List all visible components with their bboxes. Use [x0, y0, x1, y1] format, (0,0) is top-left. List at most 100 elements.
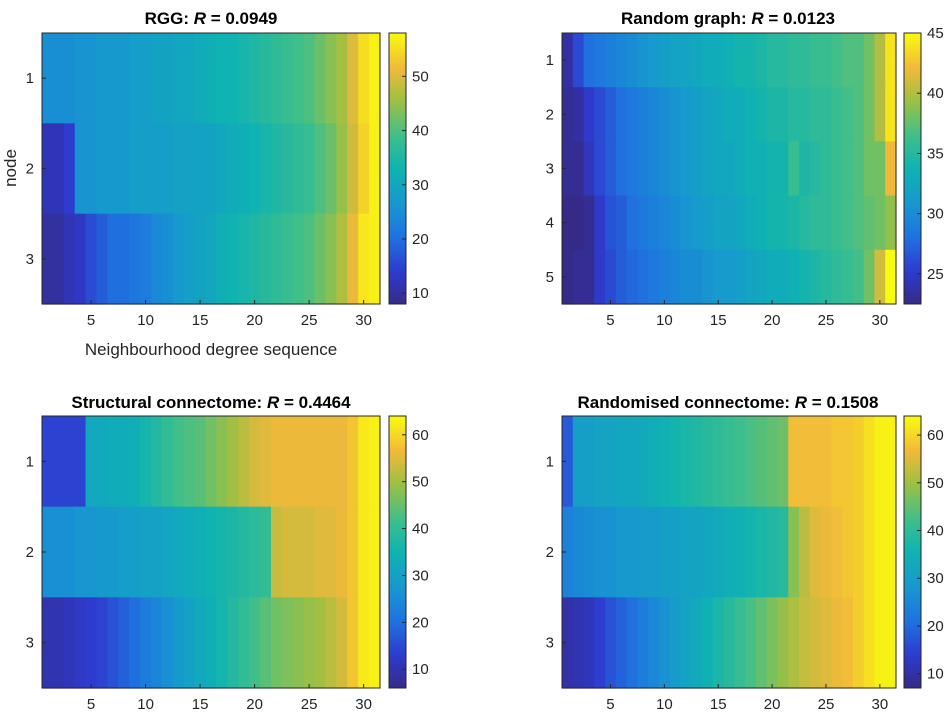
- heatmap-cell: [842, 33, 854, 88]
- heatmap-cell: [755, 249, 768, 305]
- heatmap-cell: [358, 213, 370, 305]
- heatmap-cell: [669, 597, 682, 689]
- heatmap-cells: [562, 33, 897, 305]
- heatmap-cell: [52, 123, 65, 215]
- heatmap-cell: [863, 195, 876, 251]
- heatmap-cell: [648, 597, 660, 689]
- heatmap-cell: [270, 506, 283, 598]
- x-tick-label: 15: [710, 312, 727, 329]
- heatmap-cell: [227, 506, 239, 598]
- heatmap-cell: [260, 416, 272, 508]
- heatmap-cell: [637, 506, 649, 598]
- heatmap-cell: [809, 249, 822, 305]
- heatmap-cell: [562, 141, 574, 197]
- heatmap-cell: [691, 249, 703, 305]
- heatmap-cell: [562, 506, 574, 598]
- heatmap-cell: [820, 195, 832, 251]
- heatmap-cell: [766, 195, 779, 251]
- heatmap-cell: [863, 33, 876, 88]
- heatmap-cell: [605, 141, 617, 197]
- heatmap-cell: [605, 597, 617, 689]
- heatmap-cell: [249, 33, 261, 124]
- heatmap-cell: [885, 506, 897, 598]
- heatmap-cell: [863, 597, 876, 689]
- heatmap-cell: [745, 597, 757, 689]
- heatmap-cell: [755, 416, 768, 508]
- heatmap-cell: [85, 506, 98, 598]
- heatmap-cell: [831, 597, 843, 689]
- heatmap-cell: [347, 213, 359, 305]
- heatmap-cell: [723, 597, 735, 689]
- heatmap-cell: [648, 249, 660, 305]
- heatmap-cell: [216, 597, 228, 689]
- heatmap-cell: [852, 506, 865, 598]
- heatmap-cell: [809, 87, 822, 142]
- heatmap-cell: [572, 33, 585, 88]
- heatmap-cell: [648, 416, 660, 508]
- heatmap-cell: [885, 141, 897, 197]
- heatmap-cell: [314, 597, 327, 689]
- heatmap-cell: [161, 506, 174, 598]
- heatmap-cell: [270, 33, 283, 124]
- heatmap-cell: [227, 597, 239, 689]
- heatmap-cell: [637, 416, 649, 508]
- heatmap-cell: [680, 195, 692, 251]
- x-tick-label: 25: [301, 696, 318, 713]
- heatmap-cell: [140, 506, 152, 598]
- heatmap-cell: [172, 597, 185, 689]
- heatmap-cell: [831, 195, 843, 251]
- x-tick-label: 5: [606, 696, 614, 713]
- heatmap-cell: [637, 87, 649, 142]
- heatmap-cell: [216, 416, 228, 508]
- heatmap-cell: [172, 123, 185, 215]
- heatmap-cell: [605, 195, 617, 251]
- heatmap-cell: [852, 33, 865, 88]
- heatmap-cell: [572, 141, 585, 197]
- heatmap-cell: [303, 33, 316, 124]
- heatmap-cell: [63, 416, 76, 508]
- heatmap-cell: [615, 597, 628, 689]
- heatmap-cell: [594, 141, 606, 197]
- heatmap-cell: [369, 213, 381, 305]
- heatmap-cell: [227, 123, 239, 215]
- heatmap-cell: [161, 213, 174, 305]
- heatmap-cell: [183, 123, 196, 215]
- x-tick-label: 25: [301, 312, 318, 329]
- colorbar-tick-label: 45: [927, 25, 944, 42]
- heatmap-cell: [562, 87, 574, 142]
- heatmap-cell: [151, 123, 163, 215]
- heatmap-cell: [140, 123, 152, 215]
- y-tick-labels: 1 2 3: [26, 453, 46, 652]
- heatmap-cell: [842, 416, 854, 508]
- heatmap-cell: [680, 141, 692, 197]
- heatmap-cell: [270, 123, 283, 215]
- heatmap-cell: [885, 33, 897, 88]
- heatmap-cell: [205, 506, 218, 598]
- heatmap-cell: [615, 195, 628, 251]
- heatmap-cell: [303, 213, 316, 305]
- heatmap-cell: [842, 87, 854, 142]
- heatmap-cell: [562, 195, 574, 251]
- heatmap-cell: [691, 141, 703, 197]
- heatmap-cell: [852, 195, 865, 251]
- x-tick-labels: 5 10 15 20 25 30: [606, 300, 888, 329]
- heatmap-cell: [669, 87, 682, 142]
- heatmap-cell: [96, 506, 109, 598]
- heatmap-cell: [216, 506, 228, 598]
- heatmap-cell: [358, 506, 370, 598]
- heatmap-cell: [734, 249, 746, 305]
- heatmap-cell: [583, 597, 595, 689]
- heatmap-cell: [820, 141, 832, 197]
- heatmap-cell: [292, 416, 305, 508]
- heatmap-cell: [281, 33, 294, 124]
- heatmap-cell: [151, 213, 163, 305]
- heatmap-cell: [572, 506, 585, 598]
- heatmap-cell: [702, 416, 714, 508]
- colorbar-tick-label: 30: [412, 177, 429, 194]
- heatmap-cell: [562, 33, 574, 88]
- colorbar-gradient: [903, 415, 922, 689]
- heatmap-cell: [842, 141, 854, 197]
- y-tick-label: 5: [546, 269, 554, 286]
- heatmap-cell: [626, 87, 639, 142]
